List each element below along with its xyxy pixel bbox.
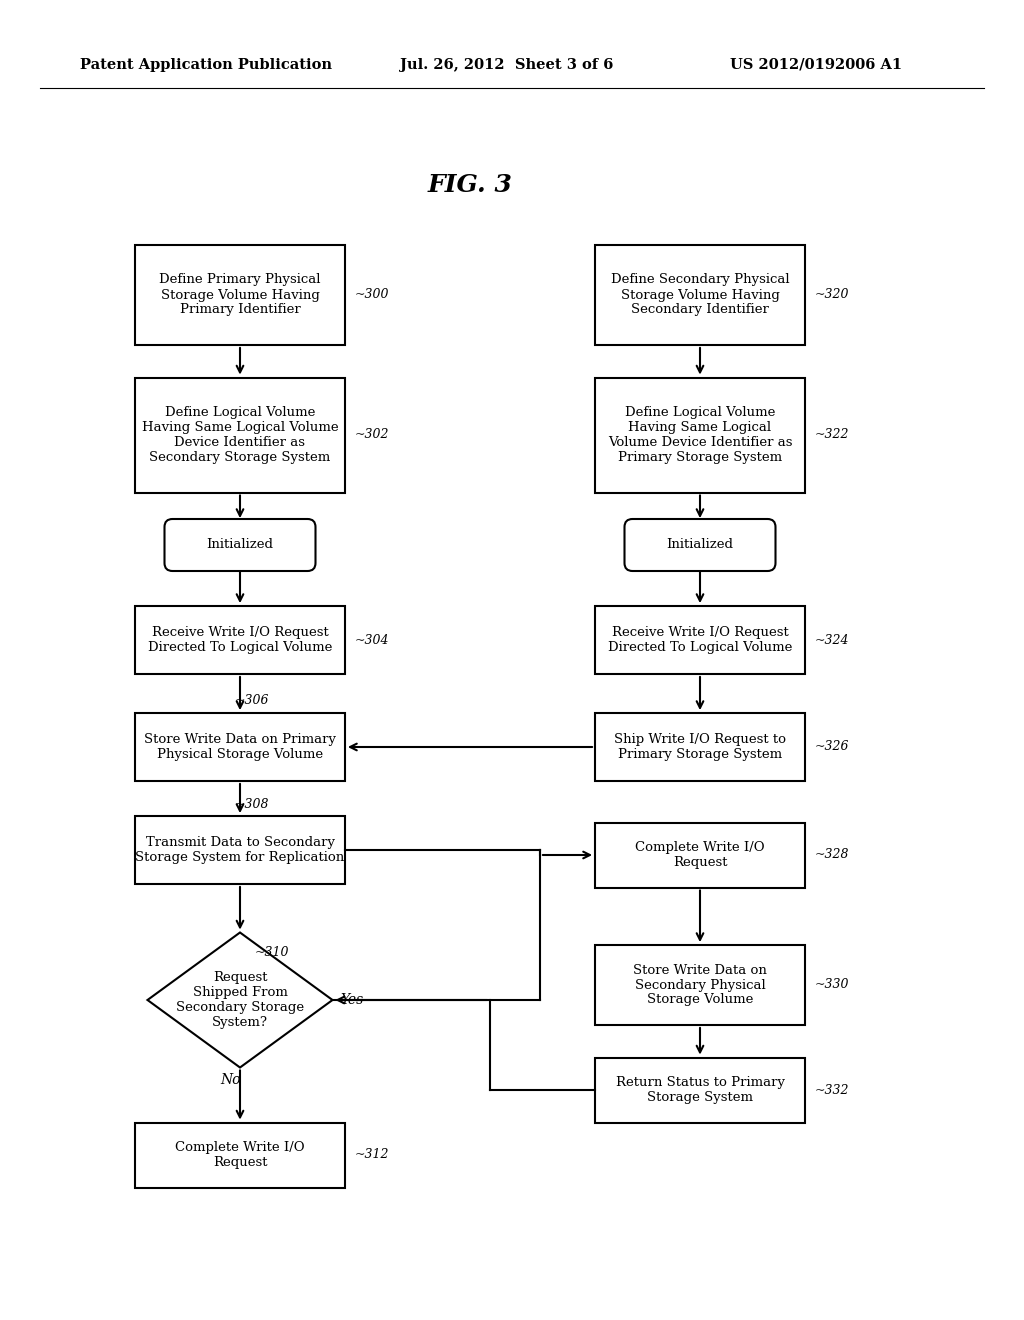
Text: Initialized: Initialized bbox=[667, 539, 733, 552]
FancyBboxPatch shape bbox=[135, 713, 345, 781]
FancyBboxPatch shape bbox=[135, 1122, 345, 1188]
Text: Yes: Yes bbox=[341, 993, 364, 1007]
Text: ~328: ~328 bbox=[815, 849, 850, 862]
Text: ~300: ~300 bbox=[355, 289, 389, 301]
Text: US 2012/0192006 A1: US 2012/0192006 A1 bbox=[730, 58, 902, 73]
Text: Patent Application Publication: Patent Application Publication bbox=[80, 58, 332, 73]
FancyBboxPatch shape bbox=[165, 519, 315, 572]
Text: ~312: ~312 bbox=[355, 1148, 389, 1162]
Text: Define Secondary Physical
Storage Volume Having
Secondary Identifier: Define Secondary Physical Storage Volume… bbox=[610, 273, 790, 317]
Text: ~302: ~302 bbox=[355, 429, 389, 441]
FancyBboxPatch shape bbox=[595, 378, 805, 492]
FancyBboxPatch shape bbox=[595, 822, 805, 887]
Text: Receive Write I/O Request
Directed To Logical Volume: Receive Write I/O Request Directed To Lo… bbox=[147, 626, 332, 653]
Text: No: No bbox=[220, 1073, 241, 1088]
Text: ~310: ~310 bbox=[255, 945, 290, 958]
Text: Initialized: Initialized bbox=[207, 539, 273, 552]
Text: Define Logical Volume
Having Same Logical
Volume Device Identifier as
Primary St: Define Logical Volume Having Same Logica… bbox=[608, 407, 793, 465]
Polygon shape bbox=[147, 932, 333, 1068]
FancyBboxPatch shape bbox=[595, 945, 805, 1026]
FancyBboxPatch shape bbox=[595, 246, 805, 345]
Text: Ship Write I/O Request to
Primary Storage System: Ship Write I/O Request to Primary Storag… bbox=[614, 733, 786, 762]
Text: ~330: ~330 bbox=[815, 978, 850, 991]
Text: ~306: ~306 bbox=[234, 694, 269, 708]
FancyBboxPatch shape bbox=[625, 519, 775, 572]
FancyBboxPatch shape bbox=[135, 378, 345, 492]
Text: Complete Write I/O
Request: Complete Write I/O Request bbox=[175, 1140, 305, 1170]
FancyBboxPatch shape bbox=[595, 1057, 805, 1122]
Text: Define Primary Physical
Storage Volume Having
Primary Identifier: Define Primary Physical Storage Volume H… bbox=[160, 273, 321, 317]
FancyBboxPatch shape bbox=[135, 816, 345, 884]
Text: ~308: ~308 bbox=[234, 797, 269, 810]
Text: ~322: ~322 bbox=[815, 429, 850, 441]
Text: Transmit Data to Secondary
Storage System for Replication: Transmit Data to Secondary Storage Syste… bbox=[135, 836, 345, 865]
Text: ~326: ~326 bbox=[815, 741, 850, 754]
Text: Request
Shipped From
Secondary Storage
System?: Request Shipped From Secondary Storage S… bbox=[176, 972, 304, 1030]
FancyBboxPatch shape bbox=[135, 606, 345, 675]
Text: Return Status to Primary
Storage System: Return Status to Primary Storage System bbox=[615, 1076, 784, 1104]
Text: ~332: ~332 bbox=[815, 1084, 850, 1097]
Text: Jul. 26, 2012  Sheet 3 of 6: Jul. 26, 2012 Sheet 3 of 6 bbox=[400, 58, 613, 73]
FancyBboxPatch shape bbox=[595, 606, 805, 675]
Text: FIG. 3: FIG. 3 bbox=[428, 173, 512, 197]
Text: Define Logical Volume
Having Same Logical Volume
Device Identifier as
Secondary : Define Logical Volume Having Same Logica… bbox=[141, 407, 338, 465]
Text: Complete Write I/O
Request: Complete Write I/O Request bbox=[635, 841, 765, 869]
Text: Store Write Data on Primary
Physical Storage Volume: Store Write Data on Primary Physical Sto… bbox=[144, 733, 336, 762]
Text: Receive Write I/O Request
Directed To Logical Volume: Receive Write I/O Request Directed To Lo… bbox=[608, 626, 793, 653]
Text: ~324: ~324 bbox=[815, 634, 850, 647]
Text: ~304: ~304 bbox=[355, 634, 389, 647]
FancyBboxPatch shape bbox=[135, 246, 345, 345]
FancyBboxPatch shape bbox=[595, 713, 805, 781]
Text: Store Write Data on
Secondary Physical
Storage Volume: Store Write Data on Secondary Physical S… bbox=[633, 964, 767, 1006]
Text: ~320: ~320 bbox=[815, 289, 850, 301]
